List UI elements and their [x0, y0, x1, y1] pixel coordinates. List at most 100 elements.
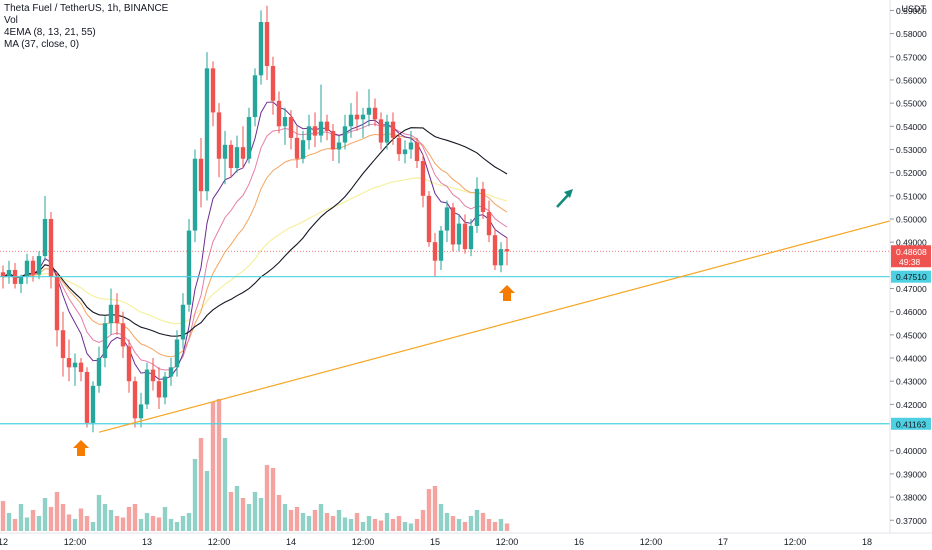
price-tick-label: 0.39000 [896, 469, 927, 479]
candle [144, 362, 150, 410]
moving-averages [2, 101, 508, 380]
level-price-label: 0.47510 [896, 272, 927, 282]
volume-bar [168, 519, 174, 531]
support-arrow-left[interactable] [73, 440, 89, 456]
candle-body [474, 188, 480, 226]
volume-bar [318, 504, 324, 531]
volume-bar [402, 522, 408, 531]
ema-legend[interactable]: 4EMA (8, 13, 21, 55) [4, 27, 96, 38]
volume-bar [240, 498, 246, 531]
candle-body [108, 304, 114, 324]
candle-body [282, 117, 288, 127]
ema21-line [2, 133, 508, 358]
time-tick-label: 12:00 [496, 537, 519, 547]
candle-body [216, 112, 222, 159]
volume-bar [216, 399, 222, 531]
candle [138, 392, 144, 428]
volume-bar [48, 507, 54, 531]
candle [414, 137, 420, 169]
candle [282, 107, 288, 145]
candle-body [48, 218, 54, 277]
volume-bar [372, 519, 378, 531]
candle-body [90, 385, 96, 423]
candle-body [198, 158, 204, 192]
candle [480, 181, 486, 219]
price-axis[interactable]: 0.59000 0.58000 0.57000 0.56000 0.55000 0.540… [889, 0, 932, 550]
candle [90, 381, 96, 433]
candle-body [120, 323, 126, 347]
candle-body [354, 114, 360, 120]
candle-body [420, 161, 426, 196]
chart-legend: Theta Fuel / TetherUS, 1h, BINANCE Vol 4… [4, 3, 168, 51]
candle-body [138, 404, 144, 419]
time-tick-label: 18 [862, 537, 872, 547]
price-tick-label: 0.58000 [896, 29, 927, 39]
candle-body [240, 147, 246, 159]
symbol-title[interactable]: Theta Fuel / TetherUS, 1h, BINANCE [4, 3, 169, 14]
candle [342, 114, 348, 150]
time-tick-label: 12:00 [784, 537, 807, 547]
ma-legend[interactable]: MA (37, close, 0) [4, 39, 80, 50]
time-tick-label: 12:00 [352, 537, 375, 547]
time-tick-label: 12:00 [640, 537, 663, 547]
volume-bar [342, 517, 348, 531]
candle [18, 274, 24, 294]
volume-bar [306, 516, 312, 531]
candle-body [78, 362, 84, 372]
volume-bar [312, 510, 318, 531]
volume-bar [354, 513, 360, 531]
bullish-arrow[interactable] [556, 189, 573, 208]
candle-body [312, 126, 318, 136]
volume-bar [12, 519, 18, 531]
candle [252, 68, 258, 127]
volume-bar [78, 508, 84, 531]
price-tick-label: 0.54000 [896, 122, 927, 132]
candle [48, 212, 54, 289]
price-tick-label: 0.42000 [896, 400, 927, 410]
volume-bar [198, 438, 204, 531]
volume-bar [378, 520, 384, 531]
vol-legend[interactable]: Vol [4, 15, 18, 26]
candle [324, 114, 330, 141]
volume-bar [474, 510, 480, 531]
drawings[interactable] [0, 189, 932, 456]
volume-bar [450, 516, 456, 531]
candle [222, 130, 228, 185]
volume-bar [114, 516, 120, 531]
candle [240, 126, 246, 169]
price-tick-label: 0.55000 [896, 99, 927, 109]
candle [30, 256, 36, 282]
volume-bar [336, 510, 342, 531]
candle [306, 114, 312, 150]
candle-body [450, 207, 456, 245]
support-arrow-right[interactable] [499, 285, 515, 301]
price-tick-label: 0.45000 [896, 330, 927, 340]
candle-body [294, 137, 300, 159]
candle-body [468, 225, 474, 250]
candle [96, 346, 102, 393]
candle-body [252, 75, 258, 118]
volume-bar [276, 495, 282, 531]
candle-body [462, 223, 468, 250]
trendline[interactable] [98, 198, 932, 433]
volume-bars [0, 399, 510, 531]
candle-body [186, 230, 192, 305]
candle-body [444, 207, 450, 231]
candle-body [414, 142, 420, 162]
volume-bar [18, 504, 24, 531]
volume-bar [348, 519, 354, 531]
volume-bar [504, 523, 510, 531]
volume-bar [438, 504, 444, 531]
volume-bar [282, 504, 288, 531]
candle-body [336, 142, 342, 150]
candle-body [306, 126, 312, 141]
candle-body [66, 358, 72, 368]
time-axis[interactable]: 12 12:00 13 12:00 14 12:00 15 12:00 16 12:00 17 12:… [0, 532, 932, 547]
candle [198, 137, 204, 208]
candle [402, 140, 408, 164]
candle-body [492, 235, 498, 266]
candle-body [396, 137, 402, 155]
candle [498, 242, 504, 273]
candle [270, 56, 276, 115]
